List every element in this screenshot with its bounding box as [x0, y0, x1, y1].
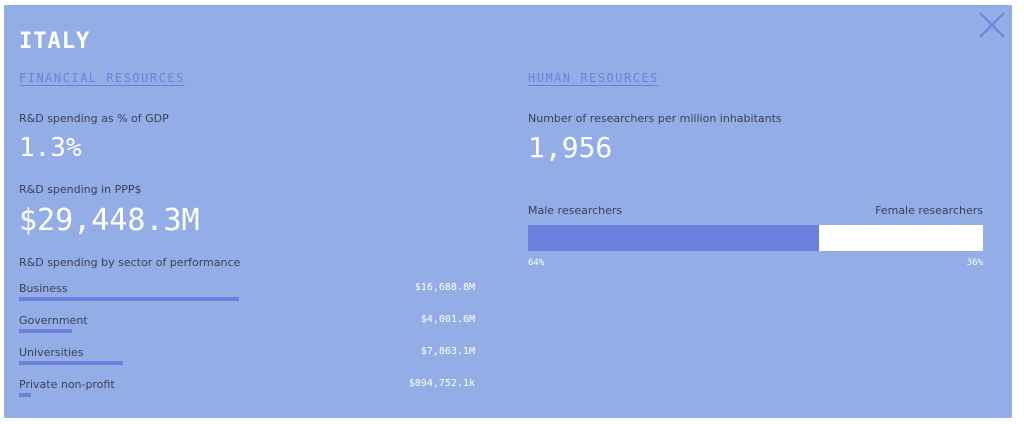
- sector-value: $7,863.1M: [420, 346, 475, 357]
- female-researchers-label: Female researchers: [875, 204, 983, 217]
- sector-row: Government $4,001.6M: [19, 314, 475, 342]
- gdp-label: R&D spending as % of GDP: [19, 112, 169, 125]
- gender-bar: [528, 225, 983, 251]
- sector-label: R&D spending by sector of performance: [19, 256, 241, 269]
- human-resources-tab[interactable]: HUMAN RESOURCES: [528, 71, 659, 85]
- sector-value: $4,001.6M: [420, 314, 475, 325]
- sector-name: Business: [19, 282, 68, 295]
- sector-value: $16,688.8M: [414, 282, 475, 293]
- sector-row: Private non-profit $894,752.1k: [19, 378, 475, 406]
- sector-name: Government: [19, 314, 88, 327]
- sector-bar: [19, 329, 72, 333]
- male-pct: 64%: [528, 258, 545, 268]
- ppp-label: R&D spending in PPP$: [19, 183, 142, 196]
- country-title: ITALY: [19, 29, 91, 54]
- gdp-value: 1.3%: [19, 133, 82, 163]
- sector-value: $894,752.1k: [408, 378, 475, 389]
- sector-name: Private non-profit: [19, 378, 115, 391]
- male-share-fill: [528, 225, 820, 251]
- researchers-value: 1,956: [528, 131, 613, 164]
- sector-name: Universities: [19, 346, 84, 359]
- sector-row: Universities $7,863.1M: [19, 346, 475, 374]
- financial-resources-tab[interactable]: FINANCIAL RESOURCES: [19, 71, 185, 85]
- sector-bar: [19, 393, 31, 397]
- sector-row: Business $16,688.8M: [19, 282, 475, 310]
- country-panel: ITALY FINANCIAL RESOURCES R&D spending a…: [4, 5, 1012, 418]
- sector-bar: [19, 361, 123, 365]
- female-pct: 36%: [966, 258, 983, 268]
- researchers-label: Number of researchers per million inhabi…: [528, 112, 782, 125]
- close-icon[interactable]: [978, 11, 1006, 39]
- ppp-value: $29,448.3M: [19, 203, 200, 238]
- male-researchers-label: Male researchers: [528, 204, 623, 217]
- sector-bar: [19, 297, 239, 301]
